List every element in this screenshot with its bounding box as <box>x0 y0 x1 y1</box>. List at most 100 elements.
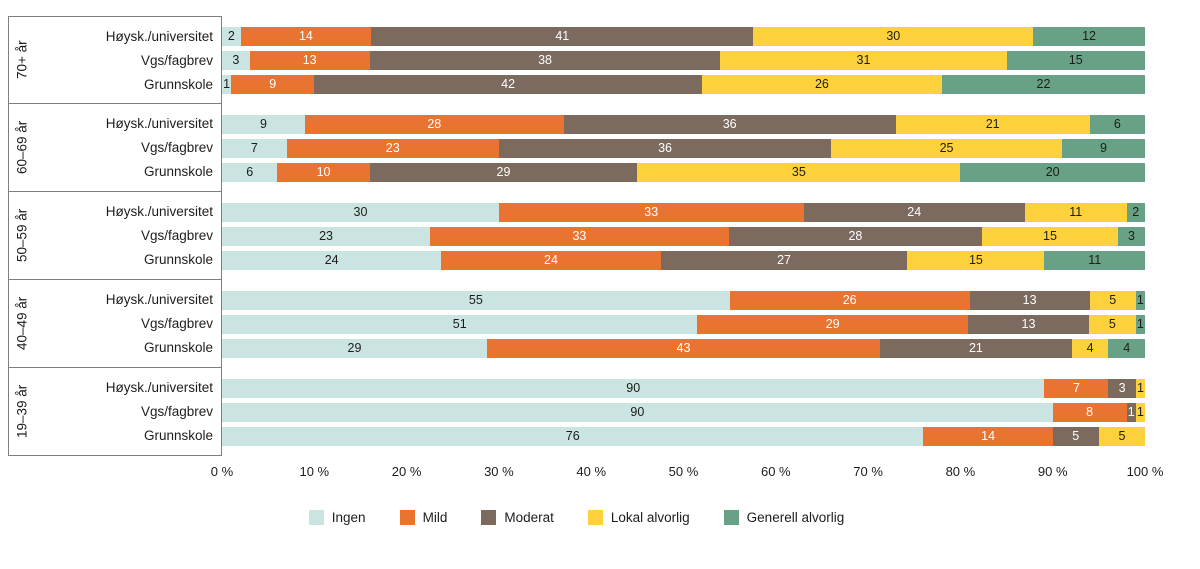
segment-value: 13 <box>1021 316 1036 331</box>
segment-value: 29 <box>825 316 840 331</box>
stacked-bar: 90 8 1 1 <box>222 402 1146 422</box>
segment-value: 1 <box>1136 316 1144 331</box>
segment-value: 21 <box>985 116 1000 131</box>
age-group: 40–49 år Høysk./universitet Vgs/fagbrev Gru… <box>8 280 1146 368</box>
education-label: Grunnskole <box>143 340 213 355</box>
bar-segment-ingen: 1 <box>222 74 232 94</box>
legend: Ingen Mild Moderat Lokal alvorlig Generell a… <box>8 510 1145 525</box>
age-group: 19–39 år Høysk./universitet Vgs/fagbrev Gru… <box>8 368 1146 456</box>
segment-value: 30 <box>886 28 901 43</box>
bar-segment-ingen: 55 <box>222 290 730 310</box>
bar-segment-mild: 26 <box>729 290 970 310</box>
x-tick-label: 40 % <box>576 464 607 479</box>
legend-swatch <box>481 510 497 525</box>
group-label-cell: 40–49 år Høysk./universitet Vgs/fagbrev Gru… <box>8 280 222 368</box>
segment-value: 1 <box>1136 292 1144 307</box>
segment-value: 22 <box>1036 76 1051 91</box>
x-tick-label: 100 % <box>1126 464 1164 479</box>
legend-item: Ingen <box>308 510 366 525</box>
bar-segment-moderat: 13 <box>967 314 1090 334</box>
segment-value: 23 <box>319 228 334 243</box>
bar-segment-generell-alvorlig: 1 <box>1135 290 1146 310</box>
age-group: 50–59 år Høysk./universitet Vgs/fagbrev Gru… <box>8 192 1146 280</box>
segment-value: 30 <box>353 204 368 219</box>
segment-value: 5 <box>1072 428 1080 443</box>
education-label: Høysk./universitet <box>105 380 213 395</box>
age-group-label: 60–69 år <box>14 120 30 175</box>
age-group-label: 70+ år <box>14 40 30 80</box>
bar-segment-generell-alvorlig: 20 <box>960 162 1145 182</box>
segment-value: 26 <box>814 76 829 91</box>
segment-value: 26 <box>842 292 857 307</box>
x-tick-label: 0 % <box>210 464 234 479</box>
segment-value: 76 <box>565 428 580 443</box>
group-label-cell: 60–69 år Høysk./universitet Vgs/fagbrev Gru… <box>8 104 222 192</box>
education-label: Høysk./universitet <box>105 28 213 44</box>
legend-item: Lokal alvorlig <box>587 510 690 525</box>
bar-segment-generell-alvorlig: 12 <box>1033 26 1145 46</box>
stacked-bar: 55 26 13 5 1 <box>222 290 1146 310</box>
stacked-bar: 29 43 21 4 4 <box>222 338 1145 358</box>
age-group-label: 19–39 år <box>14 384 30 439</box>
bar-segment-mild: 23 <box>286 138 499 158</box>
segment-value: 4 <box>1123 340 1131 355</box>
bar-segment-ingen: 90 <box>222 378 1045 398</box>
stacked-bar: 30 33 24 11 2 <box>222 202 1145 222</box>
bar-segment-generell-alvorlig: 9 <box>1061 138 1145 158</box>
education-label: Grunnskole <box>143 164 213 179</box>
stacked-bar: 7 23 36 25 9 <box>222 138 1145 158</box>
bars-column: 2 14 41 30 12 3 13 38 31 15 1 9 42 26 22 <box>222 16 1145 104</box>
segment-value: 9 <box>269 76 277 91</box>
x-tick-label: 10 % <box>299 464 330 479</box>
segment-value: 14 <box>981 428 996 443</box>
bar-segment-ingen: 9 <box>222 114 306 134</box>
age-group-label: 50–59 år <box>14 208 30 263</box>
bar-segment-ingen: 51 <box>222 314 698 334</box>
bar-segment-moderat: 3 <box>1108 378 1136 398</box>
bar-segment-lokal-alvorlig: 5 <box>1098 426 1146 446</box>
segment-value: 15 <box>1043 228 1057 243</box>
segment-value: 36 <box>722 116 737 131</box>
bar-segment-mild: 33 <box>498 202 804 222</box>
bar-segment-generell-alvorlig: 4 <box>1108 338 1145 358</box>
bar-segment-ingen: 24 <box>222 250 442 270</box>
bar-segment-ingen: 7 <box>222 138 287 158</box>
legend-swatch <box>308 510 324 525</box>
education-label: Høysk./universitet <box>105 116 213 131</box>
bar-segment-moderat: 41 <box>371 26 754 46</box>
bar-segment-mild: 28 <box>305 114 564 134</box>
education-label: Høysk./universitet <box>105 292 213 307</box>
bar-segment-generell-alvorlig: 22 <box>941 74 1145 94</box>
segment-value: 11 <box>1088 252 1102 267</box>
bars-column: 55 26 13 5 1 51 29 13 5 1 29 43 21 4 4 <box>222 280 1146 368</box>
bar-segment-mild: 14 <box>240 26 372 46</box>
bar-segment-mild: 43 <box>487 338 880 358</box>
education-label: Vgs/fagbrev <box>140 404 213 419</box>
segment-value: 55 <box>468 292 483 307</box>
legend-label: Ingen <box>331 510 366 525</box>
bar-segment-ingen: 3 <box>222 50 250 70</box>
segment-value: 36 <box>658 140 672 155</box>
segment-value: 35 <box>791 164 806 179</box>
legend-swatch <box>399 510 415 525</box>
segment-value: 13 <box>1022 292 1037 307</box>
row-labels: Høysk./universitet Vgs/fagbrev Grunnskole <box>35 368 213 455</box>
segment-value: 10 <box>316 164 331 179</box>
bar-segment-mild: 9 <box>231 74 315 94</box>
bar-segment-moderat: 36 <box>563 114 896 134</box>
segment-value: 15 <box>1068 52 1083 67</box>
segment-value: 7 <box>1072 380 1080 395</box>
bar-segment-lokal-alvorlig: 5 <box>1089 290 1136 310</box>
age-group: 60–69 år Høysk./universitet Vgs/fagbrev Gru… <box>8 104 1145 192</box>
education-label: Vgs/fagbrev <box>140 228 213 243</box>
stacked-bar: 9 28 36 21 6 <box>222 114 1145 134</box>
segment-value: 28 <box>427 116 442 131</box>
bar-segment-moderat: 28 <box>728 226 983 246</box>
bar-segment-moderat: 24 <box>803 202 1026 222</box>
segment-value: 5 <box>1118 428 1126 443</box>
segment-value: 24 <box>907 204 922 219</box>
age-group: 70+ år Høysk./universitet Vgs/fagbrev Grunn… <box>8 16 1145 104</box>
education-label: Vgs/fagbrev <box>140 140 213 155</box>
legend-item: Generell alvorlig <box>723 510 844 525</box>
